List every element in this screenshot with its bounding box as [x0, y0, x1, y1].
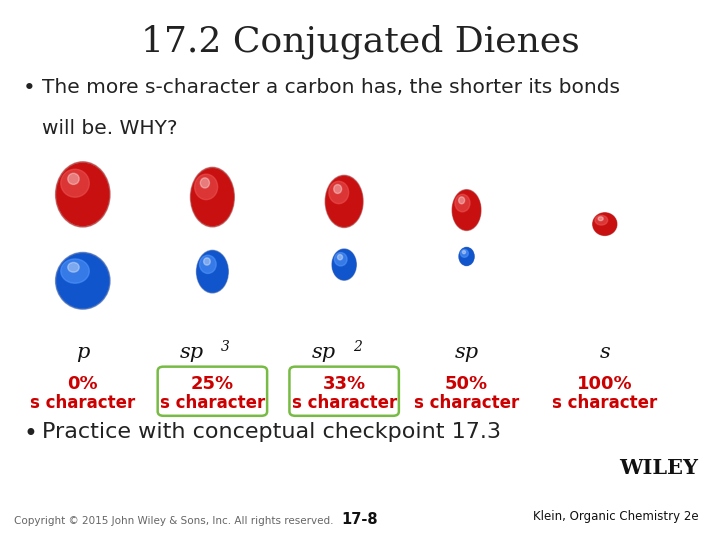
- Text: s character: s character: [30, 394, 135, 412]
- Ellipse shape: [326, 177, 362, 226]
- Text: s character: s character: [414, 394, 519, 412]
- Text: 0%: 0%: [68, 375, 98, 393]
- Ellipse shape: [194, 174, 217, 200]
- Ellipse shape: [459, 248, 474, 265]
- Text: s character: s character: [292, 394, 397, 412]
- Text: 33%: 33%: [323, 375, 366, 393]
- Text: 100%: 100%: [577, 375, 633, 393]
- Text: 17.2 Conjugated Dienes: 17.2 Conjugated Dienes: [140, 24, 580, 59]
- Ellipse shape: [461, 249, 469, 257]
- Text: s character: s character: [160, 394, 265, 412]
- Ellipse shape: [462, 251, 466, 254]
- Text: Copyright © 2015 John Wiley & Sons, Inc. All rights reserved.: Copyright © 2015 John Wiley & Sons, Inc.…: [14, 516, 334, 526]
- Text: s character: s character: [552, 394, 657, 412]
- Ellipse shape: [334, 185, 341, 193]
- Ellipse shape: [204, 258, 210, 265]
- Ellipse shape: [333, 249, 356, 280]
- Text: Practice with conceptual checkpoint 17.3: Practice with conceptual checkpoint 17.3: [42, 422, 501, 442]
- Ellipse shape: [60, 169, 89, 197]
- Ellipse shape: [197, 251, 228, 292]
- Text: WILEY: WILEY: [619, 458, 698, 478]
- Text: will be. WHY?: will be. WHY?: [42, 119, 177, 138]
- Ellipse shape: [453, 191, 480, 229]
- Ellipse shape: [329, 181, 348, 204]
- Ellipse shape: [192, 168, 233, 226]
- Ellipse shape: [57, 163, 109, 226]
- Ellipse shape: [200, 178, 210, 188]
- Ellipse shape: [459, 197, 464, 204]
- Ellipse shape: [595, 215, 608, 225]
- Ellipse shape: [199, 255, 216, 273]
- Text: sp: sp: [454, 343, 479, 362]
- Text: 25%: 25%: [191, 375, 234, 393]
- Text: •: •: [23, 422, 37, 446]
- Text: sp: sp: [311, 343, 336, 362]
- Ellipse shape: [334, 253, 347, 266]
- Text: The more s-character a carbon has, the shorter its bonds: The more s-character a carbon has, the s…: [42, 78, 620, 97]
- Text: 17-8: 17-8: [342, 511, 378, 526]
- Text: Klein, Organic Chemistry 2e: Klein, Organic Chemistry 2e: [533, 510, 698, 523]
- Text: p: p: [76, 343, 89, 362]
- Ellipse shape: [68, 262, 79, 272]
- Ellipse shape: [598, 217, 603, 221]
- Ellipse shape: [338, 254, 343, 260]
- Ellipse shape: [60, 259, 89, 283]
- Ellipse shape: [325, 176, 363, 227]
- Text: 50%: 50%: [445, 375, 488, 393]
- Ellipse shape: [57, 254, 109, 308]
- Ellipse shape: [197, 251, 228, 293]
- Ellipse shape: [68, 173, 79, 185]
- Ellipse shape: [55, 252, 110, 309]
- Ellipse shape: [459, 247, 474, 266]
- Ellipse shape: [191, 167, 234, 227]
- Ellipse shape: [593, 213, 617, 235]
- Ellipse shape: [593, 213, 616, 235]
- Text: •: •: [23, 78, 36, 98]
- Ellipse shape: [455, 194, 470, 212]
- Text: 3: 3: [221, 340, 230, 354]
- Ellipse shape: [452, 190, 481, 231]
- Text: s: s: [600, 343, 610, 362]
- Text: 2: 2: [353, 340, 361, 354]
- Ellipse shape: [332, 249, 356, 280]
- Ellipse shape: [55, 162, 110, 227]
- Text: sp: sp: [179, 343, 204, 362]
